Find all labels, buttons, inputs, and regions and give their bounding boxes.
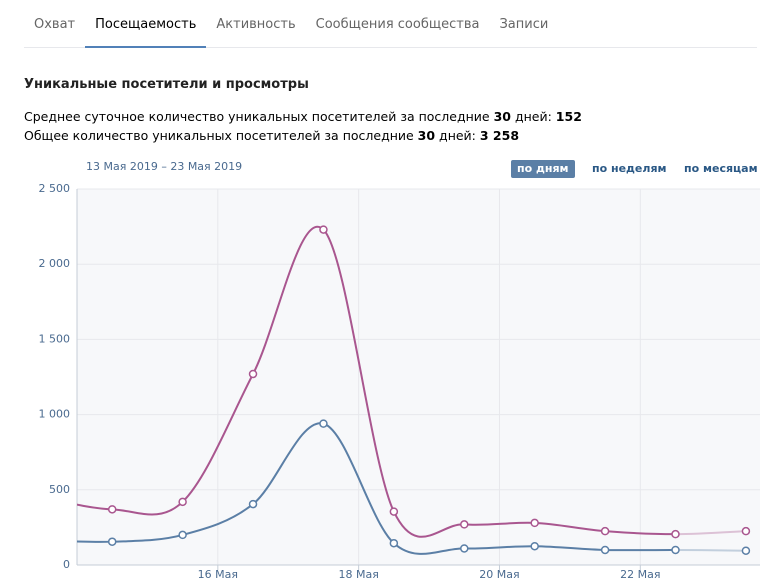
chart: 0 500 1 000 1 500 2 000 2 500 16 Мая 18 Мая 20 М… bbox=[39, 182, 760, 581]
x-tick-label: 16 Мая bbox=[198, 568, 238, 581]
data-point bbox=[530, 518, 539, 528]
stat: Общее количество уникальных посетителей … bbox=[24, 128, 519, 143]
data-point bbox=[319, 419, 328, 428]
stat: Среднее суточное количество уникальных п… bbox=[24, 109, 582, 124]
period-button[interactable]: по месяцам bbox=[684, 162, 758, 175]
y-tick-label: 1 500 bbox=[39, 332, 71, 345]
period-button[interactable]: по неделям bbox=[592, 162, 667, 175]
data-point bbox=[107, 537, 117, 546]
stat-text: дней: bbox=[435, 128, 480, 143]
data-point bbox=[107, 505, 117, 514]
y-tick-label: 500 bbox=[49, 483, 70, 496]
x-tick-label: 20 Мая bbox=[479, 568, 519, 581]
data-point bbox=[741, 526, 751, 536]
data-point bbox=[389, 507, 399, 516]
x-tick-label: 18 Мая bbox=[338, 568, 378, 581]
stat-value: 3 258 bbox=[479, 128, 520, 143]
data-point bbox=[248, 369, 258, 379]
date-range: 13 Мая 2019 – 23 Мая 2019 bbox=[86, 160, 243, 173]
stat-days: 30 bbox=[493, 109, 511, 124]
data-point bbox=[671, 545, 680, 555]
data-point bbox=[460, 520, 469, 529]
tabs: Охват Посещаемость Активность Сообщения соо… bbox=[24, 0, 757, 48]
plot-area bbox=[77, 189, 760, 565]
y-tick-label: 2 500 bbox=[39, 182, 71, 195]
data-point bbox=[600, 526, 610, 536]
stat-days: 30 bbox=[417, 128, 436, 143]
data-point bbox=[178, 497, 187, 507]
data-point bbox=[460, 544, 469, 553]
stat-text: дней: bbox=[511, 109, 556, 124]
series-line bbox=[77, 422, 746, 555]
series-group bbox=[77, 422, 746, 555]
y-tick-label: 1 000 bbox=[39, 408, 71, 421]
data-point bbox=[530, 541, 539, 551]
section-title: Уникальные посетители и просмотры bbox=[24, 77, 309, 92]
data-point bbox=[671, 529, 680, 539]
tab[interactable]: Сообщения сообщества bbox=[315, 17, 480, 32]
stat-value: 152 bbox=[555, 109, 582, 124]
period-button[interactable]: по дням bbox=[511, 160, 575, 178]
tab[interactable]: Посещаемость bbox=[85, 0, 207, 48]
y-tick-label: 0 bbox=[63, 558, 70, 571]
data-point bbox=[178, 530, 187, 540]
data-point bbox=[389, 538, 399, 548]
tab[interactable]: Охват bbox=[34, 17, 76, 32]
stat-text: Общее количество уникальных посетителей … bbox=[24, 128, 418, 143]
data-point bbox=[741, 546, 751, 555]
data-point bbox=[319, 225, 328, 234]
tab[interactable]: Записи bbox=[499, 17, 549, 32]
data-point bbox=[248, 499, 258, 509]
tab[interactable]: Активность bbox=[216, 17, 296, 32]
x-tick-label: 22 Мая bbox=[620, 568, 660, 581]
y-tick-label: 2 000 bbox=[39, 257, 71, 270]
stat-text: Среднее суточное количество уникальных п… bbox=[24, 109, 494, 124]
data-point bbox=[600, 545, 610, 555]
